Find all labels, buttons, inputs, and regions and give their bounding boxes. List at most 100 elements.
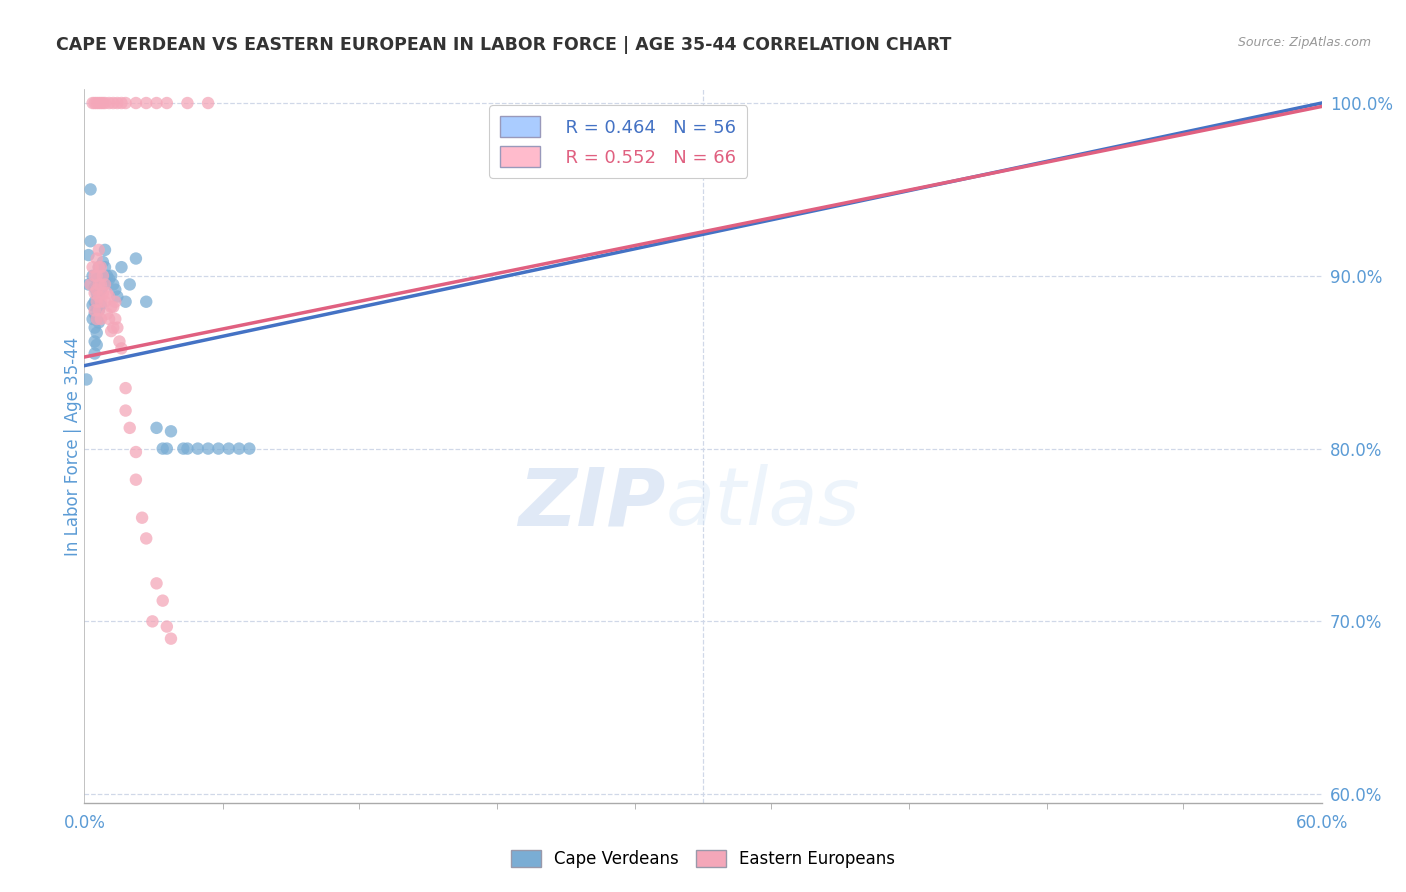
Point [86,312,108,326]
Point [87,277,110,292]
Point [131,510,153,524]
Point [87,316,110,330]
Point [125,445,148,459]
Point [125,252,148,266]
Point [91,286,114,301]
Point [79,182,101,196]
Point [135,532,157,546]
Point [108,334,131,349]
Point [87,289,110,303]
Point [152,593,174,607]
Point [145,576,167,591]
Point [98,289,121,303]
Point [135,95,157,110]
Point [110,260,132,275]
Point [77,248,100,262]
Point [125,473,148,487]
Point [86,312,108,326]
Point [104,312,127,326]
Point [114,381,136,395]
Point [110,342,132,356]
Point [135,294,157,309]
Point [90,260,112,275]
Point [87,289,110,303]
Point [77,277,100,292]
Point [86,95,108,110]
Point [114,95,136,110]
Point [86,268,108,283]
Point [176,442,198,456]
Point [197,442,219,456]
Point [98,272,121,286]
Point [156,442,179,456]
Point [82,95,104,110]
Point [83,320,105,334]
Point [83,294,105,309]
Point [90,277,112,292]
Point [82,312,104,326]
Point [98,95,121,110]
Point [156,95,179,110]
Point [100,300,122,314]
Point [228,442,250,456]
Point [114,403,136,417]
Text: atlas: atlas [666,464,860,542]
Point [105,320,128,334]
Text: Source: ZipAtlas.com: Source: ZipAtlas.com [1237,36,1371,49]
Point [94,294,117,309]
Point [86,300,108,314]
Point [90,294,112,309]
Point [100,324,122,338]
Legend:   R = 0.464   N = 56,   R = 0.552   N = 66: R = 0.464 N = 56, R = 0.552 N = 66 [489,105,747,178]
Point [79,234,101,248]
Point [90,298,112,312]
Point [218,442,240,456]
Point [207,442,229,456]
Point [90,268,112,283]
Point [103,95,125,110]
Point [87,243,110,257]
Point [83,303,105,318]
Point [86,338,108,352]
Point [105,289,128,303]
Point [96,286,118,301]
Point [114,294,136,309]
Point [145,95,167,110]
Point [87,303,110,318]
Point [156,619,179,633]
Point [90,312,112,326]
Point [160,425,183,439]
Point [187,442,209,456]
Point [83,281,105,295]
Point [91,272,114,286]
Point [83,286,105,301]
Point [91,268,114,283]
Point [172,442,194,456]
Point [83,268,105,283]
Point [86,294,108,309]
Point [104,294,127,309]
Point [86,326,108,340]
Point [91,255,114,269]
Point [238,442,260,456]
Point [141,615,163,629]
Point [103,277,125,292]
Point [87,260,110,275]
Point [91,95,114,110]
Point [125,95,148,110]
Point [105,95,128,110]
Point [90,283,112,297]
Point [103,300,125,314]
Point [87,260,110,275]
Point [96,268,118,283]
Point [87,277,110,292]
Point [197,95,219,110]
Point [118,277,141,292]
Point [118,421,141,435]
Point [82,268,104,283]
Point [87,95,110,110]
Point [96,307,118,321]
Text: ZIP: ZIP [519,464,666,542]
Point [87,303,110,318]
Point [94,95,117,110]
